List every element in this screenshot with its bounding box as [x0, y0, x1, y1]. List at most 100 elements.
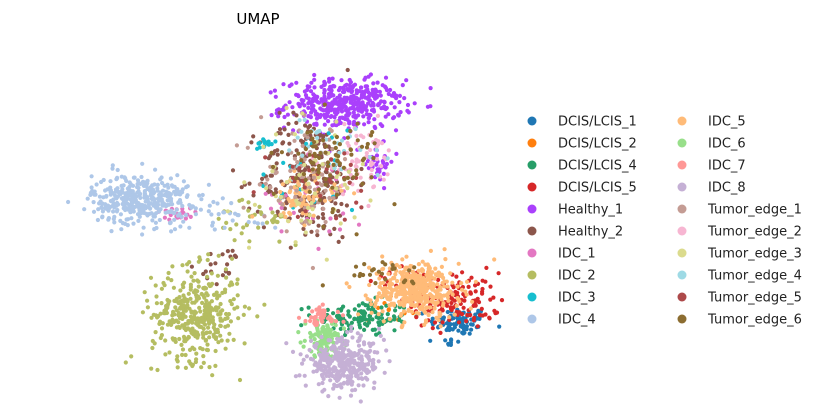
point-idc-2	[173, 305, 178, 310]
point-tumor-edge-4	[302, 117, 307, 122]
point-tumor-edge-3	[261, 144, 266, 149]
point-tumor-edge-5	[318, 193, 323, 198]
point-idc-8	[348, 393, 354, 398]
point-idc-2	[247, 239, 252, 244]
legend-marker-dcis-lcis-5	[527, 182, 537, 192]
point-idc-4	[131, 175, 136, 180]
point-dcis-lcis-4	[366, 306, 371, 311]
point-tumor-edge-2	[386, 148, 391, 153]
point-idc-5	[435, 282, 440, 287]
point-dcis-lcis-5	[471, 303, 476, 308]
point-idc-8	[382, 370, 387, 375]
point-idc-2	[169, 278, 174, 283]
point-idc-2	[211, 325, 216, 330]
point-idc-5	[400, 257, 405, 262]
point-idc-5	[397, 264, 402, 269]
point-tumor-edge-6	[321, 224, 326, 229]
point-dcis-lcis-4	[299, 307, 304, 312]
point-healthy-1	[377, 101, 382, 106]
legend-marker-idc-7	[677, 160, 687, 170]
point-idc-5	[403, 266, 408, 271]
point-tumor-edge-6	[317, 155, 322, 160]
point-idc-2	[196, 259, 201, 264]
point-healthy-1	[405, 102, 411, 108]
point-healthy-1	[309, 103, 315, 108]
point-dcis-lcis-5	[473, 289, 478, 294]
point-dcis-lcis-1	[456, 328, 461, 333]
point-idc-2	[148, 275, 154, 280]
point-idc-5	[428, 281, 433, 286]
point-idc-5	[421, 283, 426, 288]
point-tumor-edge-2	[371, 184, 377, 189]
point-idc-5	[347, 284, 352, 290]
point-idc-8	[378, 333, 383, 338]
point-tumor-edge-6	[313, 144, 318, 149]
point-idc-8	[290, 349, 296, 354]
point-idc-8	[320, 374, 325, 379]
legend-marker-tumor-edge-3	[677, 248, 687, 258]
point-idc-5	[443, 257, 448, 262]
point-dcis-lcis-4	[335, 315, 340, 320]
point-idc-4	[172, 210, 177, 215]
point-tumor-edge-5	[342, 217, 347, 222]
legend-marker-dcis-lcis-2	[527, 138, 537, 148]
point-tumor-edge-6	[333, 145, 338, 151]
point-idc-2	[242, 341, 247, 346]
point-idc-5	[446, 291, 451, 296]
point-tumor-edge-6	[390, 263, 395, 268]
point-idc-5	[426, 264, 431, 269]
point-idc-8	[348, 357, 354, 362]
point-idc-3	[265, 140, 270, 145]
point-idc-2	[186, 291, 191, 296]
point-healthy-2	[338, 213, 343, 218]
point-idc-5	[302, 223, 307, 228]
point-dcis-lcis-4	[338, 326, 343, 331]
point-tumor-edge-6	[349, 152, 354, 157]
legend-marker-idc-2	[527, 270, 537, 280]
point-healthy-1	[380, 83, 385, 88]
point-dcis-lcis-4	[370, 317, 375, 322]
point-tumor-edge-6	[334, 134, 339, 140]
point-tumor-edge-6	[310, 136, 315, 141]
point-idc-8	[350, 388, 355, 393]
point-idc-2	[201, 354, 206, 359]
point-idc-5	[283, 214, 288, 219]
point-tumor-edge-1	[307, 185, 312, 190]
point-healthy-2	[273, 187, 278, 192]
point-healthy-2	[268, 173, 273, 178]
point-dcis-lcis-4	[325, 307, 330, 312]
point-healthy-1	[406, 110, 411, 115]
point-tumor-edge-6	[348, 147, 353, 152]
point-idc-8	[368, 348, 373, 353]
point-idc-4	[125, 217, 131, 222]
point-idc-7	[315, 307, 320, 312]
point-idc-8	[331, 368, 336, 374]
point-tumor-edge-5	[354, 200, 359, 205]
point-idc-5	[426, 312, 431, 318]
point-idc-4	[184, 194, 189, 199]
point-idc-4	[114, 176, 120, 181]
point-idc-2	[220, 308, 225, 313]
legend-marker-tumor-edge-4	[677, 270, 687, 280]
point-idc-2	[159, 326, 165, 331]
point-tumor-edge-4	[300, 153, 305, 158]
point-idc-5	[464, 279, 470, 284]
point-healthy-1	[372, 124, 377, 129]
point-idc-4	[164, 191, 169, 196]
point-idc-8	[334, 378, 340, 383]
point-idc-2	[202, 286, 207, 291]
point-idc-8	[340, 342, 345, 348]
point-idc-2	[163, 308, 168, 313]
point-healthy-1	[319, 98, 325, 103]
point-healthy-1	[377, 169, 382, 174]
point-tumor-edge-6	[330, 185, 335, 190]
point-healthy-1	[371, 103, 376, 108]
point-idc-8	[358, 399, 363, 404]
point-healthy-2	[303, 123, 308, 128]
point-idc-2	[182, 314, 187, 319]
point-idc-4	[130, 209, 135, 214]
point-idc-8	[326, 338, 331, 343]
point-idc-4	[118, 190, 123, 195]
legend-marker-tumor-edge-2	[677, 226, 687, 236]
point-healthy-1	[285, 112, 290, 117]
